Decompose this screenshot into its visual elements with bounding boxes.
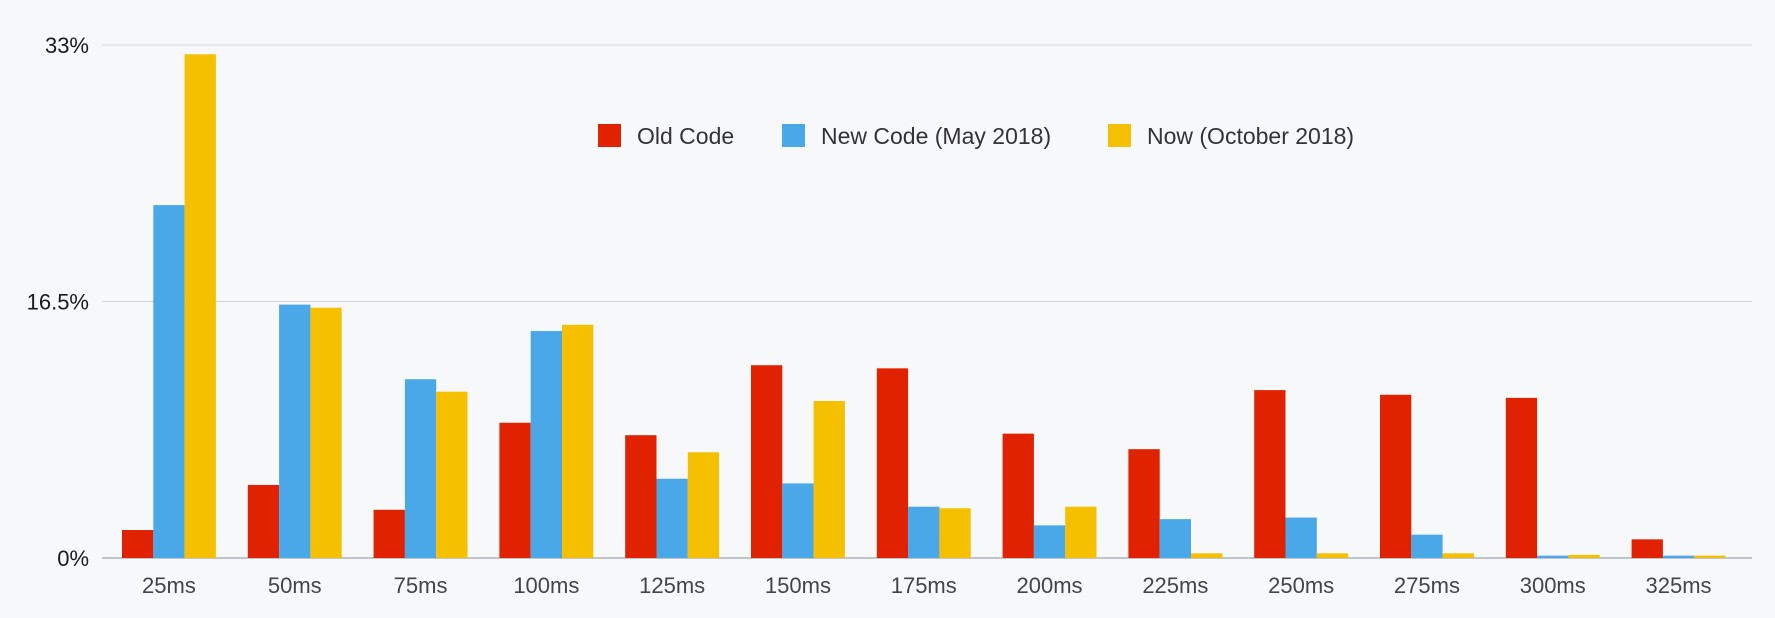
bar-old-code-325ms bbox=[1631, 539, 1663, 558]
grid-lines bbox=[102, 44, 1752, 559]
bar-now-october-2018-150ms bbox=[813, 400, 845, 558]
bar-new-code-may-2018-325ms bbox=[1662, 555, 1695, 558]
bar-old-code-100ms bbox=[499, 422, 531, 558]
bar-new-code-may-2018-125ms bbox=[656, 478, 688, 558]
x-tick-label: 250ms bbox=[1268, 573, 1334, 598]
x-tick-label: 325ms bbox=[1646, 573, 1712, 598]
bar-old-code-50ms bbox=[247, 484, 280, 558]
bar-new-code-may-2018-50ms bbox=[279, 304, 311, 558]
bar-now-october-2018-225ms bbox=[1191, 553, 1223, 558]
bar-now-october-2018-75ms bbox=[436, 391, 468, 558]
x-tick-label: 150ms bbox=[765, 573, 831, 598]
bar-new-code-may-2018-150ms bbox=[782, 483, 814, 558]
x-tick-label: 200ms bbox=[1017, 573, 1083, 598]
x-tick-label: 300ms bbox=[1520, 573, 1586, 598]
bar-old-code-250ms bbox=[1254, 390, 1286, 558]
bar-new-code-may-2018-200ms bbox=[1033, 525, 1066, 558]
y-tick-label: 16.5% bbox=[27, 290, 89, 315]
bar-now-october-2018-275ms bbox=[1442, 553, 1474, 558]
bar-now-october-2018-325ms bbox=[1694, 555, 1726, 558]
legend-label: Old Code bbox=[637, 123, 734, 149]
legend-swatch bbox=[1108, 124, 1131, 147]
bar-now-october-2018-200ms bbox=[1065, 506, 1097, 558]
bar-old-code-200ms bbox=[1002, 433, 1034, 558]
x-tick-label: 175ms bbox=[891, 573, 957, 598]
bar-new-code-may-2018-75ms bbox=[404, 379, 437, 558]
y-tick-label: 0% bbox=[57, 546, 89, 571]
bar-now-october-2018-25ms bbox=[184, 54, 216, 559]
x-tick-label: 100ms bbox=[513, 573, 579, 598]
x-tick-label: 25ms bbox=[142, 573, 196, 598]
bar-now-october-2018-175ms bbox=[939, 508, 971, 558]
bar-now-october-2018-300ms bbox=[1568, 554, 1600, 558]
bar-new-code-may-2018-100ms bbox=[530, 331, 562, 558]
bar-new-code-may-2018-275ms bbox=[1411, 534, 1443, 558]
bar-old-code-125ms bbox=[625, 435, 657, 558]
legend-label: Now (October 2018) bbox=[1147, 123, 1354, 149]
bar-new-code-may-2018-225ms bbox=[1159, 519, 1191, 558]
bar-new-code-may-2018-250ms bbox=[1285, 517, 1317, 558]
x-tick-label: 275ms bbox=[1394, 573, 1460, 598]
bar-old-code-300ms bbox=[1505, 397, 1538, 558]
bar-old-code-175ms bbox=[876, 368, 909, 558]
bars bbox=[122, 54, 1726, 559]
legend-swatch bbox=[782, 124, 805, 147]
bar-new-code-may-2018-300ms bbox=[1537, 555, 1569, 558]
bar-old-code-150ms bbox=[751, 365, 783, 558]
x-tick-label: 125ms bbox=[639, 573, 705, 598]
bar-now-october-2018-50ms bbox=[310, 307, 342, 558]
bar-new-code-may-2018-25ms bbox=[153, 205, 185, 559]
y-tick-label: 33% bbox=[45, 33, 89, 58]
axes: 0% 16.5% 33% 25ms 50ms 75ms 100ms 125ms 150ms 175… bbox=[27, 33, 1712, 598]
x-tick-label: 50ms bbox=[268, 573, 322, 598]
bar-old-code-25ms bbox=[122, 530, 154, 558]
legend-swatch bbox=[598, 124, 621, 147]
x-tick-label: 75ms bbox=[394, 573, 448, 598]
bar-new-code-may-2018-175ms bbox=[908, 506, 940, 558]
bar-old-code-225ms bbox=[1128, 449, 1160, 558]
x-tick-label: 225ms bbox=[1142, 573, 1208, 598]
bar-old-code-275ms bbox=[1380, 394, 1412, 558]
bar-old-code-75ms bbox=[373, 509, 405, 558]
legend: Old Code New Code (May 2018) Now (October … bbox=[598, 123, 1354, 149]
bar-now-october-2018-250ms bbox=[1316, 553, 1349, 558]
bar-now-october-2018-100ms bbox=[562, 324, 594, 558]
legend-label: New Code (May 2018) bbox=[821, 123, 1051, 149]
bar-now-october-2018-125ms bbox=[687, 452, 720, 558]
